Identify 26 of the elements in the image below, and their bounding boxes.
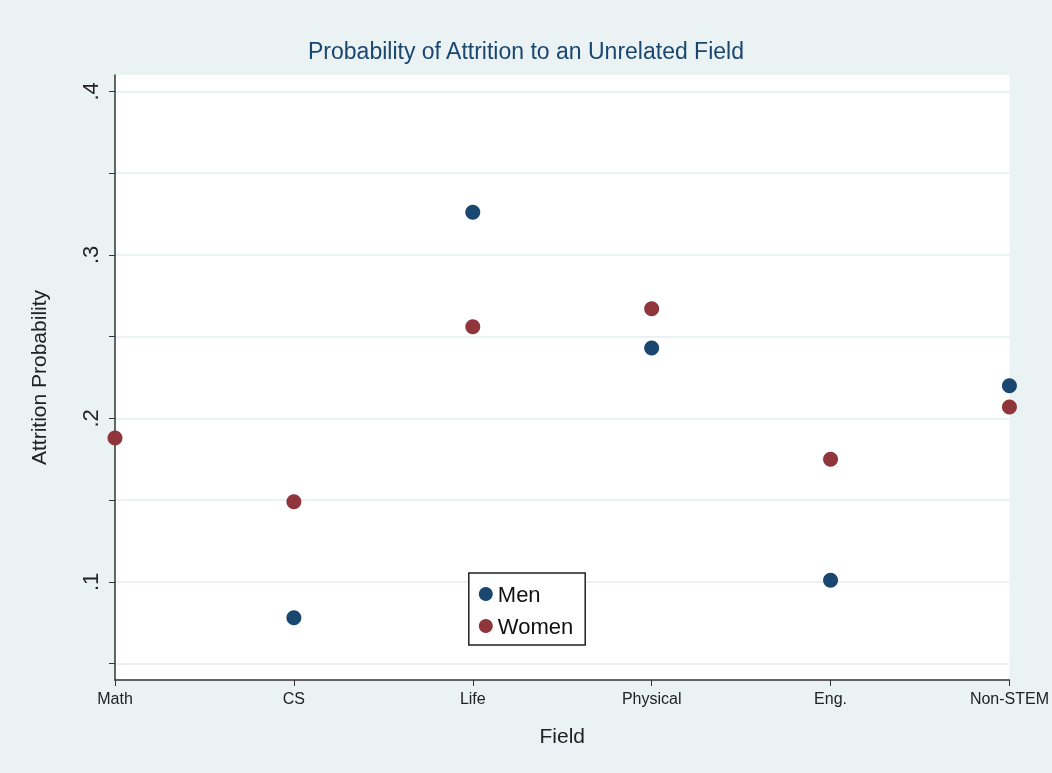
x-tick-label: Non-STEM <box>969 689 1049 707</box>
point <box>1001 399 1017 415</box>
point <box>107 430 123 446</box>
point <box>644 340 660 356</box>
point <box>823 572 839 588</box>
point <box>465 319 481 335</box>
point <box>644 301 660 317</box>
y-axis-title: Attrition Probability <box>27 289 50 466</box>
x-tick-label: Life <box>459 689 486 707</box>
y-tick-label: .2 <box>77 409 103 428</box>
point <box>286 494 302 510</box>
legend-label: Women <box>497 613 574 639</box>
y-tick-label: .1 <box>77 572 103 592</box>
x-tick-label: Eng. <box>814 689 848 707</box>
x-tick-label: Math <box>97 689 133 707</box>
x-tick-label: Physical <box>621 689 682 707</box>
point <box>286 610 302 626</box>
y-tick-label: .3 <box>77 245 103 265</box>
x-axis-title: Field <box>539 724 585 747</box>
legend-label: Men <box>497 581 541 607</box>
point <box>823 451 839 467</box>
y-tick-label: .4 <box>77 82 103 101</box>
chart-title: Probability of Attrition to an Unrelated Field <box>308 37 744 64</box>
point <box>465 204 481 220</box>
x-tick-label: CS <box>282 689 305 707</box>
point <box>1001 378 1017 394</box>
